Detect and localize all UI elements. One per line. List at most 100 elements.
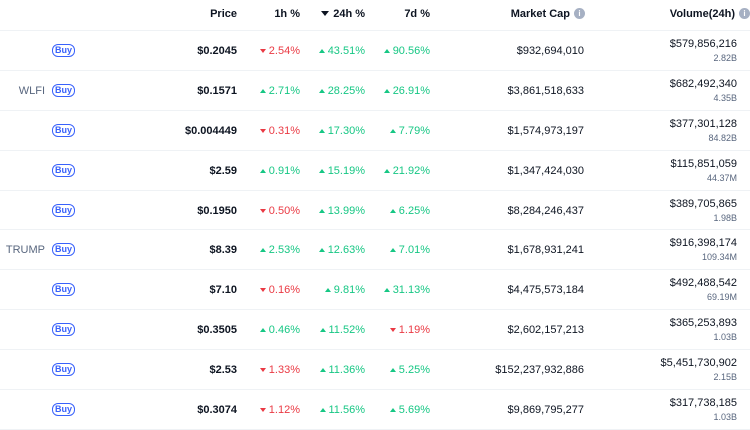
- column-header-price[interactable]: Price: [210, 8, 237, 20]
- change-1h-cell: 2.53%: [259, 244, 300, 256]
- change-value: 11.52%: [328, 324, 366, 337]
- change-1h-cell: 1.33%: [259, 364, 300, 377]
- caret-up-icon: [259, 328, 266, 333]
- change-value: 0.31%: [268, 124, 300, 137]
- change-value: 2.71%: [268, 84, 300, 97]
- info-icon[interactable]: i: [739, 8, 750, 19]
- volume-label: Volume(24h): [669, 8, 735, 20]
- buy-button[interactable]: Buy: [52, 163, 75, 177]
- market-cap-cell: $2,602,157,213: [507, 324, 584, 337]
- table-row[interactable]: Buy $0.004449 0.31% 17.30% 7.79% $1,574,973,1…: [0, 111, 750, 151]
- change-24h-cell: 13.99%: [318, 205, 365, 217]
- column-header-7d[interactable]: 7d %: [404, 8, 430, 20]
- change-24h-cell: 17.30%: [318, 124, 365, 137]
- caret-up-icon: [318, 49, 325, 53]
- volume-sub-cell: 69.19M: [706, 292, 737, 303]
- table-row[interactable]: Buy $2.59 0.91% 15.19% 21.92% $1,347,424,030 $…: [0, 151, 750, 191]
- column-header-24h-label: 24h %: [333, 8, 365, 20]
- change-24h-cell: 11.56%: [319, 404, 366, 417]
- market-cap-label: Market Cap: [510, 8, 570, 20]
- buy-button[interactable]: Buy: [52, 44, 75, 57]
- table-row[interactable]: Buy $0.1950 0.50% 13.99% 6.25% $8,284,246,437…: [0, 191, 750, 231]
- price-cell: $8.39: [209, 244, 237, 257]
- market-cap-cell: $1,347,424,030: [507, 164, 584, 177]
- change-value: 7.01%: [398, 244, 430, 257]
- price-cell: $0.1950: [197, 204, 237, 217]
- change-value: 5.25%: [398, 364, 430, 377]
- price-cell: $0.2045: [197, 45, 237, 57]
- change-value: 0.16%: [268, 284, 300, 297]
- caret-up-icon: [389, 128, 396, 133]
- change-value: 11.56%: [328, 404, 366, 417]
- buy-button[interactable]: Buy: [52, 83, 75, 97]
- coin-symbol[interactable]: TRUMP: [5, 244, 45, 257]
- volume-cell: $115,851,059: [670, 157, 737, 170]
- volume-cell: $317,738,185: [669, 397, 737, 410]
- market-cap-cell: $9,869,795,277: [507, 404, 584, 417]
- buy-button[interactable]: Buy: [52, 123, 75, 137]
- change-value: 1.33%: [268, 364, 300, 377]
- table-row[interactable]: TRUMP Buy $8.39 2.53% 12.63% 7.01% $1,678,931,…: [0, 230, 750, 271]
- buy-button[interactable]: Buy: [52, 403, 75, 417]
- change-1h-cell: 0.16%: [259, 284, 300, 297]
- volume-sub-cell: 44.37M: [706, 172, 737, 183]
- volume-sub-cell: 1.03B: [713, 332, 737, 343]
- change-1h-cell: 0.46%: [259, 324, 300, 337]
- caret-down-icon: [259, 408, 266, 413]
- change-7d-cell: 6.25%: [389, 204, 430, 217]
- table-row[interactable]: Buy $0.3505 0.46% 11.52% 1.19% $2,602,157,213…: [0, 310, 750, 351]
- market-cap-cell: $932,694,010: [516, 45, 584, 57]
- change-1h-cell: 0.91%: [259, 165, 300, 177]
- volume-cell: $579,856,216: [669, 38, 737, 50]
- caret-up-icon: [259, 88, 266, 93]
- caret-up-icon: [383, 288, 390, 293]
- volume-sub-cell: 1.03B: [713, 412, 737, 423]
- volume-cell: $682,492,340: [669, 77, 737, 90]
- caret-down-icon: [259, 208, 266, 213]
- change-value: 43.51%: [327, 45, 365, 57]
- change-value: 11.36%: [328, 364, 366, 377]
- change-value: 12.63%: [327, 244, 365, 257]
- price-cell: $0.1571: [197, 84, 237, 97]
- volume-cell: $377,301,128: [669, 117, 737, 130]
- table-row[interactable]: Buy $2.53 1.33% 11.36% 5.25% $152,237,932,886…: [0, 350, 750, 391]
- caret-up-icon: [389, 408, 396, 413]
- buy-button[interactable]: Buy: [52, 243, 75, 257]
- market-cap-cell: $1,574,973,197: [507, 124, 584, 137]
- buy-button[interactable]: Buy: [52, 363, 75, 377]
- buy-button[interactable]: Buy: [52, 203, 75, 217]
- change-value: 90.56%: [392, 45, 430, 57]
- change-value: 0.46%: [268, 324, 300, 337]
- volume-sub-cell: 4.35B: [713, 92, 737, 103]
- column-header-volume[interactable]: Volume(24h) i: [670, 8, 750, 20]
- caret-up-icon: [389, 368, 396, 373]
- change-7d-cell: 7.79%: [389, 125, 430, 137]
- price-cell: $2.53: [209, 364, 237, 377]
- coin-symbol[interactable]: WLFI: [18, 84, 45, 97]
- volume-cell: $389,705,865: [669, 197, 737, 210]
- market-cap-cell: $3,861,518,633: [507, 84, 584, 97]
- column-header-market-cap[interactable]: Market Cap i: [511, 8, 585, 20]
- column-header-1h[interactable]: 1h %: [274, 8, 300, 20]
- change-24h-cell: 15.19%: [318, 165, 365, 177]
- change-24h-cell: 11.52%: [319, 324, 366, 337]
- buy-button[interactable]: Buy: [52, 283, 75, 297]
- table-row[interactable]: WLFI Buy $0.1571 2.71% 28.25% 26.91% $3,861,51…: [0, 71, 750, 111]
- change-value: 0.50%: [268, 204, 300, 217]
- change-24h-cell: 12.63%: [318, 244, 365, 257]
- info-icon[interactable]: i: [574, 8, 585, 19]
- volume-cell: $5,451,730,902: [660, 357, 737, 370]
- change-value: 17.30%: [327, 124, 365, 137]
- change-value: 6.25%: [398, 204, 430, 217]
- column-header-24h[interactable]: 24h %: [321, 8, 365, 20]
- caret-up-icon: [383, 168, 390, 173]
- change-value: 31.13%: [392, 284, 430, 297]
- caret-up-icon: [259, 248, 266, 253]
- change-1h-cell: 2.71%: [259, 84, 300, 97]
- table-row[interactable]: Buy $0.3074 1.12% 11.56% 5.69% $9,869,795,277…: [0, 390, 750, 430]
- caret-up-icon: [318, 88, 325, 93]
- buy-button[interactable]: Buy: [52, 323, 75, 337]
- table-row[interactable]: Buy $7.10 0.16% 9.81% 31.13% $4,475,573,184 $4…: [0, 270, 750, 311]
- change-7d-cell: 26.91%: [383, 85, 430, 97]
- table-row[interactable]: Buy $0.2045 2.54% 43.51% 90.56% $932,694,010 $…: [0, 31, 750, 71]
